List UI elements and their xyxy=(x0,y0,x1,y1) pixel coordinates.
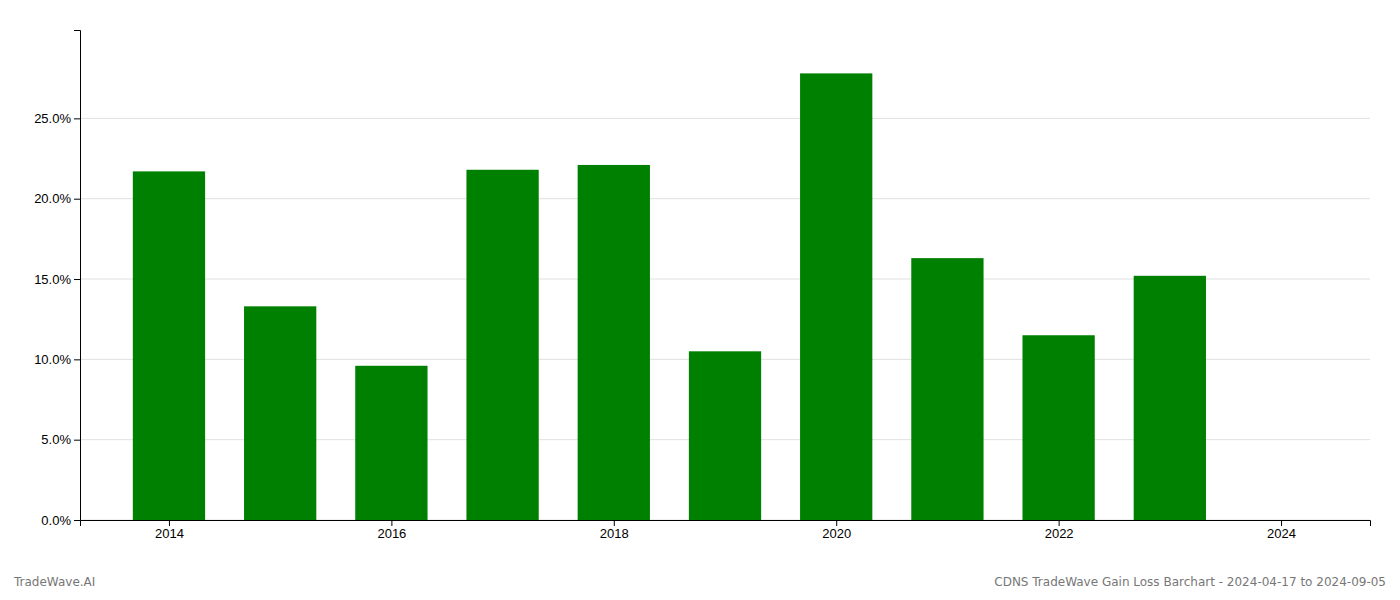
x-tick-label: 2022 xyxy=(1045,526,1074,541)
x-axis: 2014 2016 2018 2020 2022 2024 xyxy=(81,520,1371,541)
x-tick: 2020 xyxy=(822,520,851,541)
y-tick-label: 10.0% xyxy=(34,352,71,367)
x-tick-mark xyxy=(1059,520,1060,526)
y-tick: 0.0% xyxy=(41,513,80,528)
x-tick-mark xyxy=(391,520,392,526)
x-tick-mark xyxy=(614,520,615,526)
bar xyxy=(1022,335,1094,520)
y-tick-mark xyxy=(74,520,80,521)
x-tick: 2016 xyxy=(377,520,406,541)
y-tick: 10.0% xyxy=(34,352,80,367)
y-tick-mark xyxy=(74,359,80,360)
x-tick-mark xyxy=(836,520,837,526)
y-axis-line xyxy=(74,31,81,521)
bar xyxy=(133,171,205,520)
x-tick: 2022 xyxy=(1045,520,1074,541)
grid-line xyxy=(80,198,1370,199)
y-tick-mark xyxy=(74,440,80,441)
bars xyxy=(133,73,1206,520)
y-tick: 25.0% xyxy=(34,111,80,126)
x-tick-mark xyxy=(1281,520,1282,526)
bar xyxy=(244,306,316,520)
y-tick-label: 20.0% xyxy=(34,191,71,206)
x-tick-label: 2016 xyxy=(377,526,406,541)
grid-line xyxy=(80,118,1370,119)
y-tick-mark xyxy=(74,199,80,200)
plot: 2014 2016 2018 2020 2022 2024 0.0% 5.0% 10.0% 15.… xyxy=(34,31,1370,542)
y-tick-mark xyxy=(74,118,80,119)
x-axis-line xyxy=(81,521,1371,527)
x-tick-label: 2024 xyxy=(1267,526,1296,541)
chart: 2014 2016 2018 2020 2022 2024 0.0% 5.0% 10.0% 15.… xyxy=(0,0,1400,600)
x-tick: 2018 xyxy=(600,520,629,541)
y-tick-label: 25.0% xyxy=(34,111,71,126)
x-tick: 2014 xyxy=(155,520,184,541)
bar xyxy=(800,73,872,520)
x-tick: 2024 xyxy=(1267,520,1296,541)
bar xyxy=(578,165,650,520)
bar xyxy=(1134,276,1206,520)
y-axis: 0.0% 5.0% 10.0% 15.0% 20.0% 25.0% xyxy=(34,31,80,528)
y-tick: 20.0% xyxy=(34,191,80,206)
y-tick-label: 15.0% xyxy=(34,272,71,287)
x-tick-label: 2014 xyxy=(155,526,184,541)
x-tick-label: 2020 xyxy=(822,526,851,541)
y-tick-label: 0.0% xyxy=(41,513,71,528)
y-tick-label: 5.0% xyxy=(41,432,71,447)
y-tick-mark xyxy=(74,279,80,280)
bar xyxy=(466,170,538,520)
title: CDNS TradeWave Gain Loss Barchart - 2024… xyxy=(994,575,1386,589)
y-tick: 5.0% xyxy=(41,432,80,447)
x-tick-label: 2018 xyxy=(600,526,629,541)
footer-text: TradeWave.AI xyxy=(13,575,95,589)
bar xyxy=(689,351,761,520)
grid xyxy=(80,118,1370,520)
bar xyxy=(355,366,427,520)
bar xyxy=(911,258,983,520)
x-tick-mark xyxy=(169,520,170,526)
y-tick: 15.0% xyxy=(34,272,80,287)
